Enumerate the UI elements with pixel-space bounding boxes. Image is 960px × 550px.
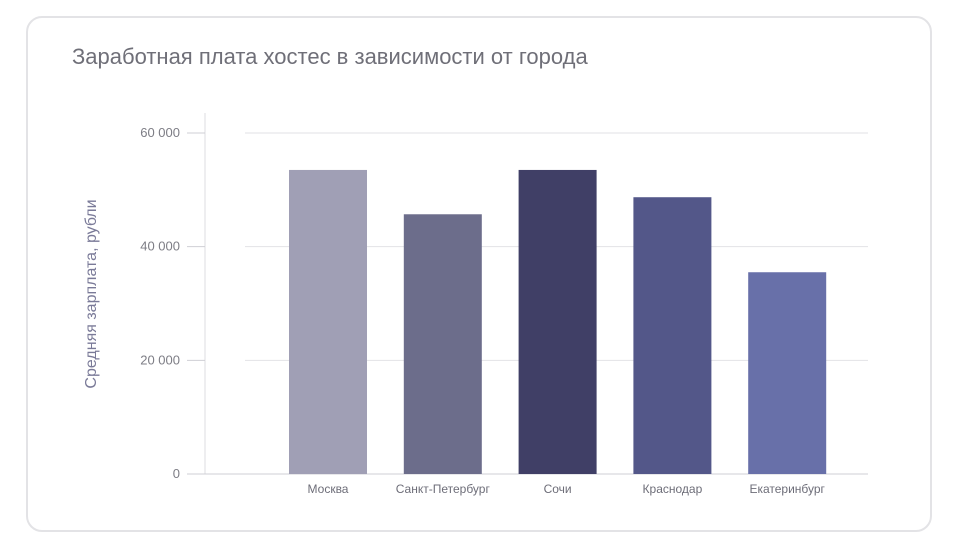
bar-2 — [403, 214, 482, 474]
bars — [289, 169, 827, 475]
labels: 0 20 000 40 000 60 000 Москва Санкт-Петербург… — [140, 125, 825, 496]
y-tick-label: 40 000 — [140, 239, 180, 254]
y-tick-label: 20 000 — [140, 352, 180, 367]
x-category-label: Екатеринбург — [749, 482, 825, 496]
chart-title: Заработная плата хостес в зависимости от… — [72, 44, 588, 69]
bar-1 — [289, 169, 367, 475]
x-category-label: Москва — [308, 482, 349, 496]
y-tick-label: 0 — [173, 466, 180, 481]
x-category-label: Сочи — [544, 482, 572, 496]
y-tick-label: 60 000 — [140, 125, 180, 140]
bar-4 — [633, 197, 712, 474]
x-category-label: Краснодар — [643, 482, 703, 496]
bar-5 — [748, 272, 827, 474]
bar-3 — [518, 169, 597, 475]
x-category-label: Санкт-Петербург — [396, 482, 491, 496]
